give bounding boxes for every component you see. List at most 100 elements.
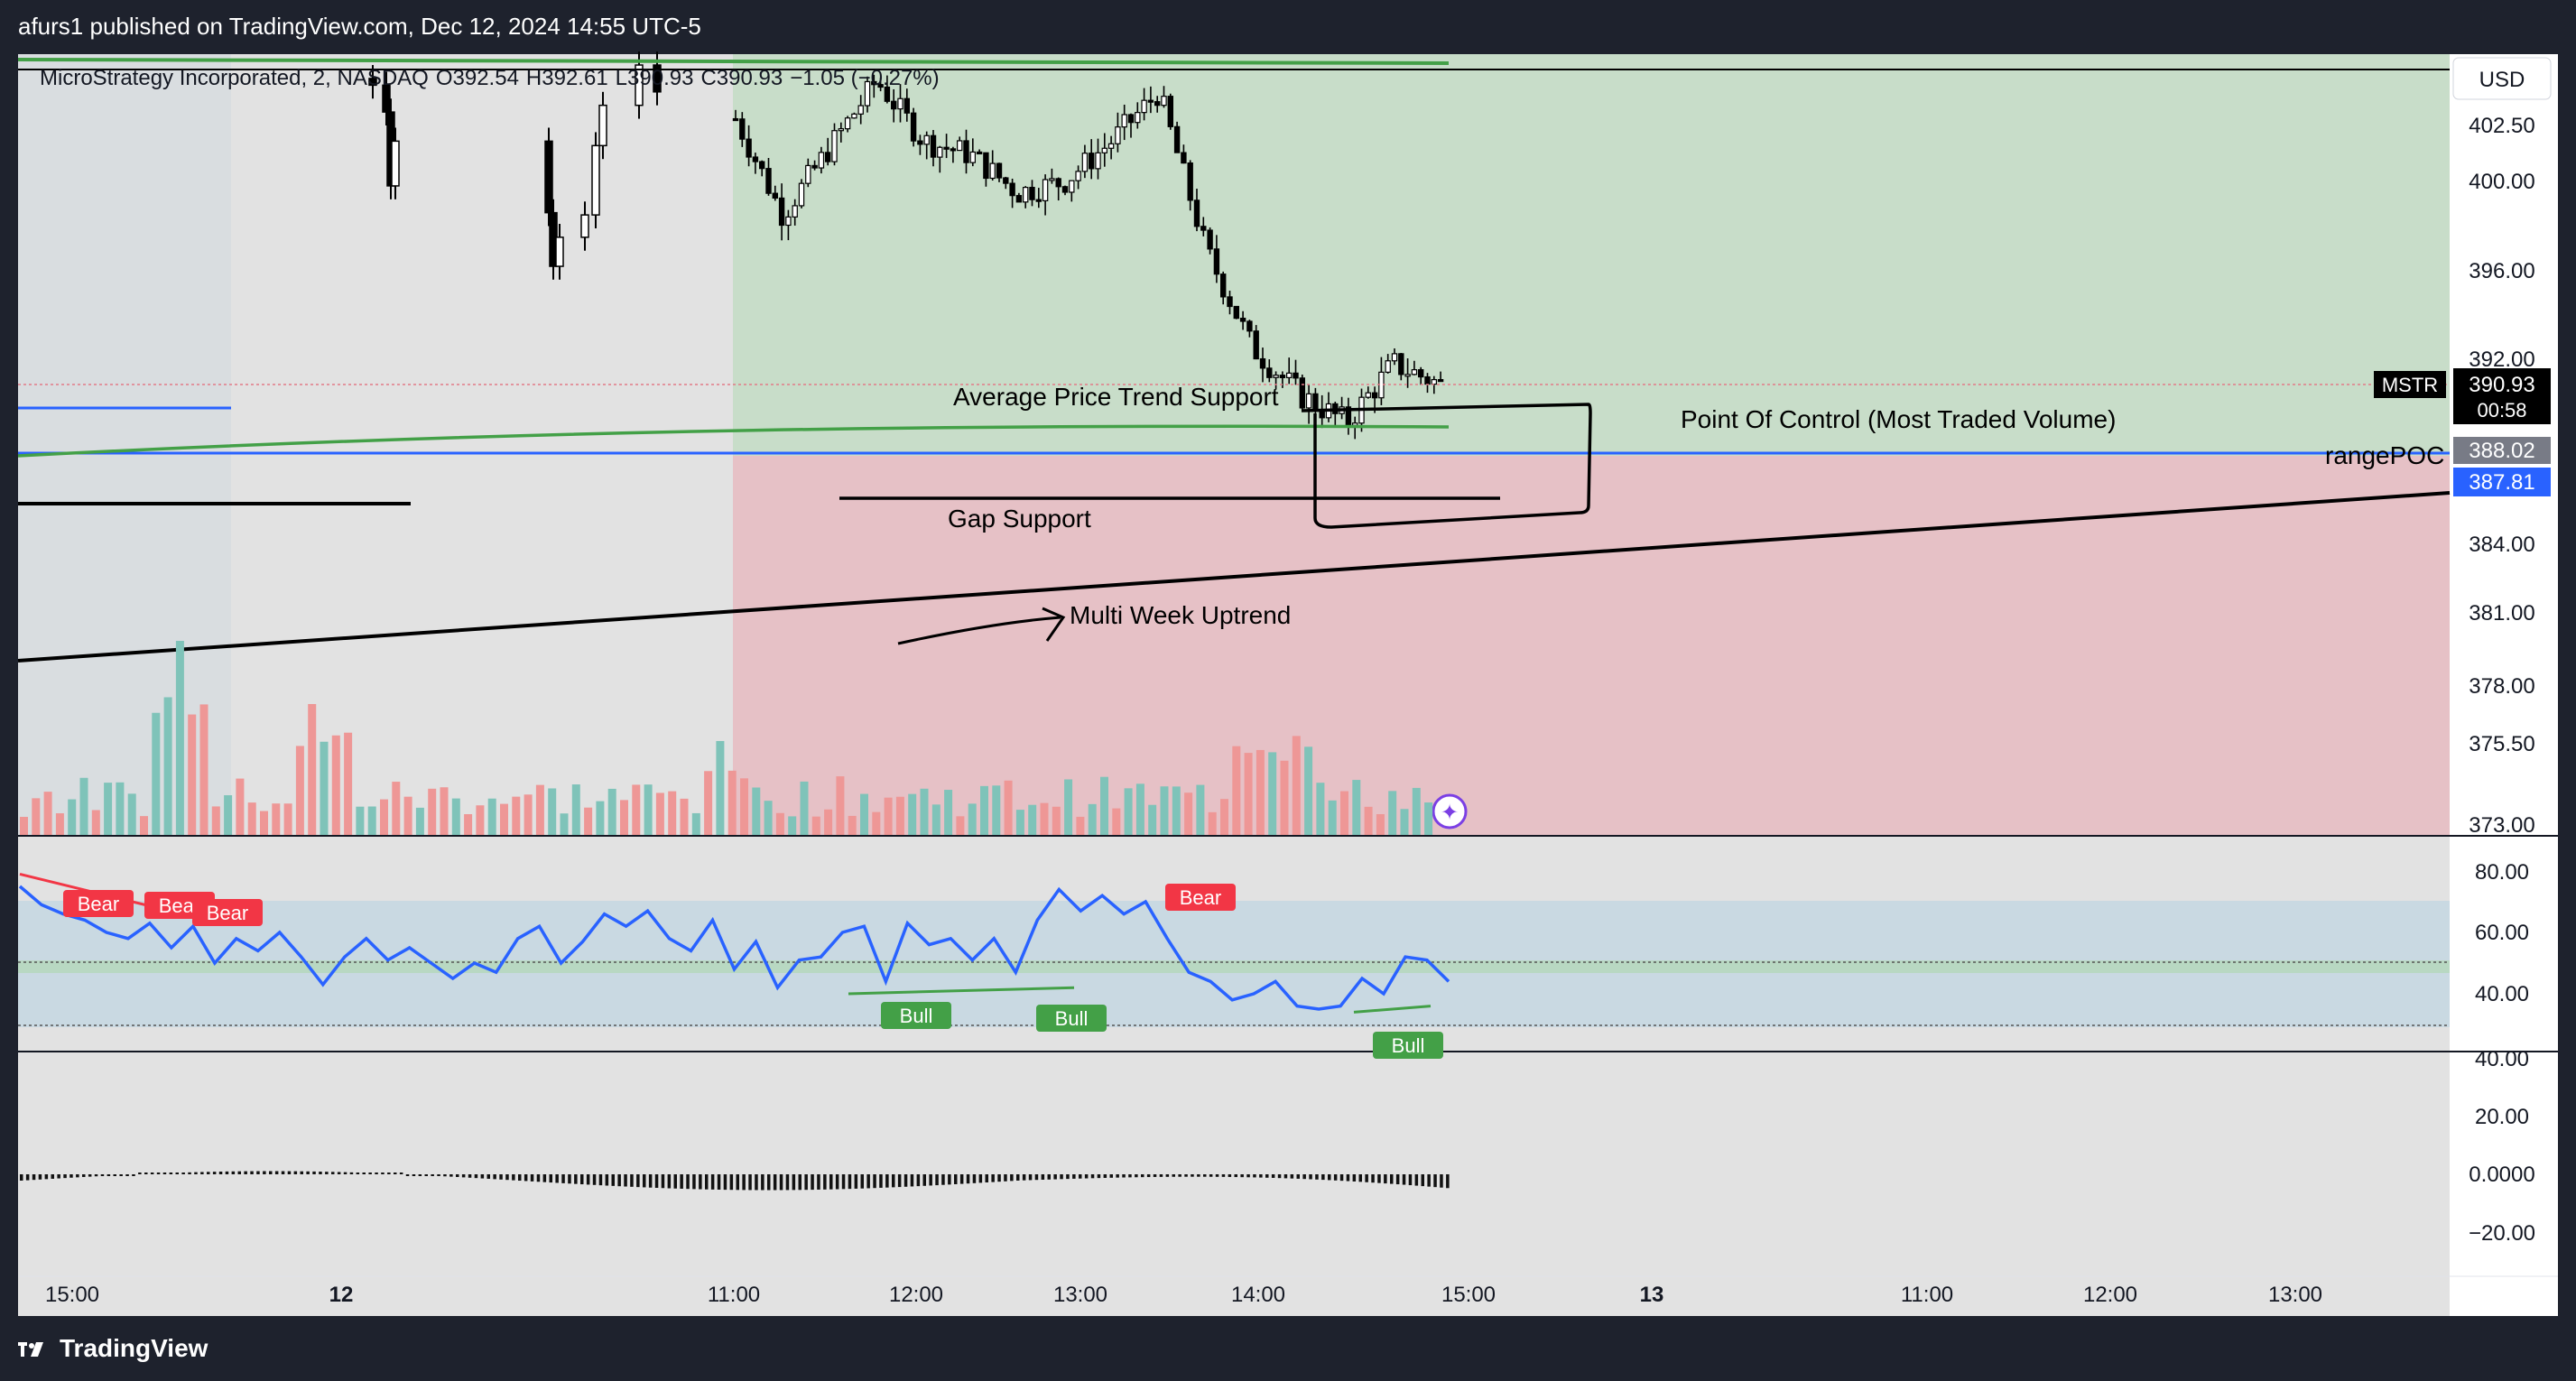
volume-bar xyxy=(1124,788,1133,835)
oscillator-bar xyxy=(418,1174,422,1176)
oscillator-bar xyxy=(443,1174,447,1177)
oscillator-bar xyxy=(1122,1174,1126,1178)
legend-low: L390.93 xyxy=(616,66,694,90)
volume-bar xyxy=(691,812,700,835)
oscillator-bar xyxy=(218,1172,223,1174)
osc-tick: −20.00 xyxy=(2469,1221,2535,1246)
oscillator-bar xyxy=(44,1174,49,1180)
volume-bar xyxy=(500,803,508,835)
candle-body xyxy=(739,118,746,140)
candle-body xyxy=(1135,112,1141,124)
oscillator-bar xyxy=(1302,1174,1306,1180)
oscillator-bar xyxy=(1034,1174,1039,1181)
volume-bar xyxy=(1148,804,1157,835)
volume-bar xyxy=(788,816,797,835)
candle-body xyxy=(1299,377,1305,409)
volume-bar xyxy=(1052,806,1061,835)
bull-badge xyxy=(881,1002,951,1029)
candle-body xyxy=(598,104,607,147)
candle-body xyxy=(1266,367,1273,378)
volume-bar xyxy=(1040,802,1049,835)
oscillator-bar xyxy=(530,1174,534,1182)
oscillator-bar xyxy=(717,1174,721,1190)
rsi-tick: 60.00 xyxy=(2475,921,2529,945)
range-poc-label: rangePOC xyxy=(2325,441,2444,469)
candle-body xyxy=(1398,353,1404,375)
oscillator-bar xyxy=(387,1172,391,1174)
oscillator-bar xyxy=(991,1174,995,1182)
volume-bar xyxy=(1100,776,1108,835)
oscillator-bar xyxy=(959,1174,964,1184)
oscillator-bar xyxy=(823,1174,827,1190)
candle-body xyxy=(591,144,600,216)
oscillator-bar xyxy=(188,1172,191,1174)
volume-bar xyxy=(188,714,197,835)
oscillator-bar xyxy=(293,1171,298,1174)
candle-body xyxy=(798,182,805,207)
oscillator-bar xyxy=(405,1174,410,1176)
oscillator-bar xyxy=(1339,1174,1344,1182)
chart-legend: MicroStrategy Incorporated, 2, NASDAQ O39… xyxy=(40,66,940,90)
price-tick: 373.00 xyxy=(2469,813,2534,838)
oscillator-bar xyxy=(1283,1174,1288,1179)
volume-bar xyxy=(704,771,713,835)
oscillator-bar xyxy=(1259,1174,1263,1178)
oscillator-bar xyxy=(1028,1174,1033,1181)
oscillator-bar xyxy=(474,1174,478,1179)
volume-bar xyxy=(908,793,917,835)
volume-bar xyxy=(367,806,376,835)
oscillator-bar xyxy=(941,1174,945,1185)
oscillator-bar xyxy=(1079,1174,1082,1179)
volume-bar xyxy=(91,810,100,835)
time-tick: 11:00 xyxy=(708,1283,760,1307)
poc-zone-lower xyxy=(733,456,2450,835)
volume-bar xyxy=(403,796,412,835)
candle-body xyxy=(1127,114,1135,124)
oscillator-bar xyxy=(325,1172,329,1174)
uptrend-arrow xyxy=(897,607,1066,645)
oscillator-bar xyxy=(51,1174,54,1179)
volume-bar xyxy=(320,741,329,835)
replay-icon xyxy=(1432,793,1468,830)
oscillator-bar xyxy=(1290,1174,1294,1179)
candle-body xyxy=(732,117,739,122)
volume-bar xyxy=(1316,783,1325,835)
oscillator-bar xyxy=(1197,1174,1200,1177)
candle-body xyxy=(923,134,930,145)
tradingview-logo[interactable]: TradingView xyxy=(18,1334,208,1363)
oscillator-bar xyxy=(1365,1174,1368,1182)
candle-body xyxy=(1253,330,1259,360)
candle-body xyxy=(1003,177,1009,184)
oscillator-bar xyxy=(269,1171,273,1174)
oscillator-bar xyxy=(1016,1174,1020,1181)
candle-body xyxy=(1015,195,1023,203)
header-bar: afurs1 published on TradingView.com, Dec… xyxy=(0,0,2576,54)
volume-bar xyxy=(32,798,41,835)
oscillator-bar xyxy=(705,1174,709,1190)
oscillator-bar xyxy=(169,1172,173,1174)
volume-bar xyxy=(1256,749,1265,835)
candle-body xyxy=(758,161,765,170)
tradingview-logo-icon xyxy=(18,1342,43,1357)
oscillator-bar xyxy=(779,1174,783,1191)
volume-bar xyxy=(920,788,929,835)
candle-body xyxy=(1391,353,1398,362)
volume-bar xyxy=(224,795,233,835)
volume-bar xyxy=(260,811,268,835)
oscillator-bar xyxy=(542,1174,547,1182)
oscillator-bar xyxy=(723,1174,727,1191)
volume-bar xyxy=(1352,780,1361,835)
oscillator-bar xyxy=(1296,1174,1300,1179)
candle-body xyxy=(1061,186,1069,193)
candle-body xyxy=(1101,147,1107,153)
volume-bar xyxy=(632,784,641,835)
oscillator-bar xyxy=(1309,1174,1312,1180)
candle-body xyxy=(1009,182,1015,197)
price-tick: 392.00 xyxy=(2469,348,2534,372)
volume-bar xyxy=(535,784,544,835)
volume-bar xyxy=(727,770,737,835)
oscillator-bar xyxy=(1084,1174,1089,1179)
time-tick: 15:00 xyxy=(45,1283,99,1307)
volume-bar xyxy=(140,816,148,835)
